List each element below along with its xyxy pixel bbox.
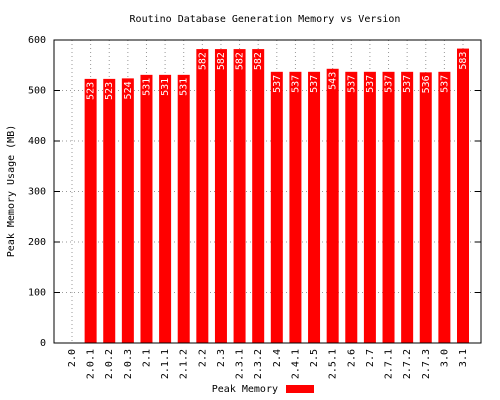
value-label: 582 [197, 52, 208, 70]
x-tick-label: 2.7 [365, 349, 376, 367]
bar [121, 78, 134, 343]
bar [438, 71, 451, 343]
bar [289, 71, 302, 343]
value-label: 536 [421, 75, 432, 93]
value-label: 537 [290, 75, 301, 93]
x-tick-label: 2.3 [216, 349, 227, 367]
value-label: 537 [402, 75, 413, 93]
x-tick-label: 2.1 [141, 349, 152, 367]
value-label: 537 [439, 75, 450, 93]
y-tick-label: 0 [40, 338, 46, 349]
x-tick-label: 2.1.2 [179, 349, 190, 379]
bar [419, 72, 432, 343]
bar [103, 78, 116, 343]
y-axis-label: Peak Memory Usage (MB) [6, 125, 17, 257]
bar [382, 71, 395, 343]
y-tick-label: 400 [28, 136, 46, 147]
bar [177, 74, 190, 343]
value-label: 523 [104, 82, 115, 100]
x-tick-label: 2.0.1 [86, 349, 97, 379]
x-tick-label: 2.7.1 [384, 349, 395, 379]
bar [363, 71, 376, 343]
x-tick-label: 2.0.2 [104, 349, 115, 379]
x-tick-label: 2.4.1 [290, 349, 301, 379]
bar [196, 49, 209, 344]
value-label: 583 [458, 52, 469, 70]
bar [159, 74, 172, 343]
x-tick-label: 2.5 [309, 349, 320, 367]
bar [214, 49, 227, 344]
x-tick-label: 2.3.1 [235, 349, 246, 379]
value-label: 523 [86, 82, 97, 100]
legend-label: Peak Memory [212, 384, 278, 395]
x-tick-label: 3.1 [458, 349, 469, 367]
x-tick-label: 2.5.1 [328, 349, 339, 379]
value-label: 537 [384, 75, 395, 93]
value-label: 582 [235, 52, 246, 70]
plot-frame [53, 39, 482, 344]
value-label: 531 [141, 78, 152, 96]
x-tick-label: 2.2 [197, 349, 208, 367]
bar [345, 71, 358, 343]
bar [326, 68, 339, 343]
bar [84, 78, 97, 343]
value-label: 531 [160, 78, 171, 96]
bar [233, 49, 246, 344]
x-tick-label: 3.0 [439, 349, 450, 367]
value-label: 537 [346, 75, 357, 93]
y-tick-label: 600 [28, 35, 46, 46]
value-label: 582 [216, 52, 227, 70]
y-tick-label: 500 [28, 86, 46, 97]
value-label: 537 [309, 75, 320, 93]
value-label: 582 [253, 52, 264, 70]
legend-swatch [286, 385, 314, 393]
x-tick-label: 2.1.1 [160, 349, 171, 379]
bar [252, 49, 265, 344]
bar [270, 71, 283, 343]
x-tick-label: 2.0 [67, 349, 78, 367]
y-tick-label: 200 [28, 237, 46, 248]
value-label: 537 [365, 75, 376, 93]
x-tick-label: 2.4 [272, 349, 283, 367]
x-tick-label: 2.7.2 [402, 349, 413, 379]
bar [457, 48, 469, 344]
bar [140, 74, 153, 343]
x-tick-label: 2.7.3 [421, 349, 432, 379]
value-label: 524 [123, 81, 134, 99]
bar [308, 71, 321, 343]
value-label: 531 [179, 78, 190, 96]
y-tick-label: 300 [28, 187, 46, 198]
value-label: 543 [328, 72, 339, 90]
value-label: 537 [272, 75, 283, 93]
x-tick-label: 2.6 [346, 349, 357, 367]
y-tick-label: 100 [28, 288, 46, 299]
bar [401, 71, 414, 343]
chart-title: Routino Database Generation Memory vs Ve… [130, 14, 401, 25]
x-tick-label: 2.3.2 [253, 349, 264, 379]
x-tick-label: 2.0.3 [123, 349, 134, 379]
